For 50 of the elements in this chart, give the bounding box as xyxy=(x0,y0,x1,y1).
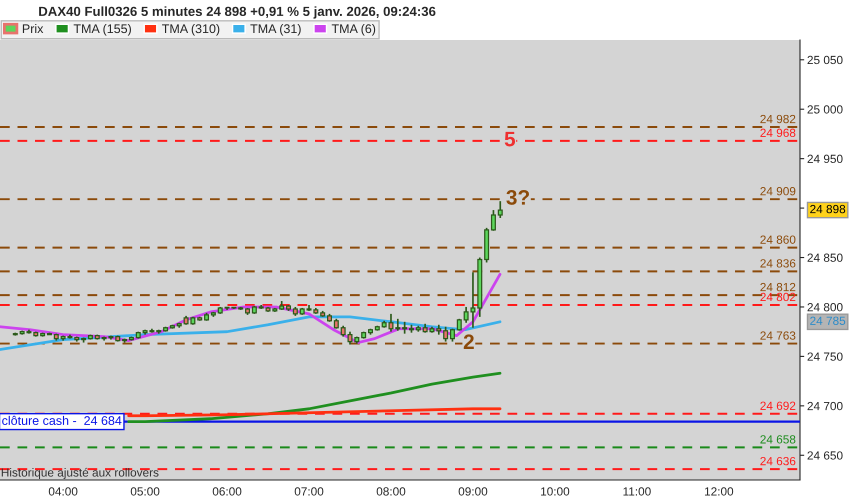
text: 24 898 xyxy=(810,204,846,214)
candlestick xyxy=(388,313,394,333)
legend-label: TMA (31) xyxy=(250,24,301,36)
ref-line-label: 24 836 xyxy=(760,259,796,268)
x-tick-label: 04:00 xyxy=(48,487,78,496)
y-tick-label: 25 000 xyxy=(808,105,843,114)
ref-line-label: 24 982 xyxy=(760,114,796,124)
candlestick xyxy=(450,328,455,342)
x-tick-label: 05:00 xyxy=(130,487,160,496)
y-tick-label: 24 700 xyxy=(808,402,843,410)
x-tick-label: 11:00 xyxy=(623,487,651,496)
y-tick-label: 24 950 xyxy=(808,154,843,164)
candlestick xyxy=(490,209,496,232)
candlestick xyxy=(498,200,503,219)
ref-line-label: 24 658 xyxy=(760,435,796,444)
ref-line-label: 24 812 xyxy=(760,282,796,292)
ref-line-label: 24 909 xyxy=(760,187,796,196)
ref-line-label: 24 802 xyxy=(760,292,796,302)
x-tick-label: 06:00 xyxy=(212,487,242,496)
line-series xyxy=(0,315,502,351)
x-tick-label: 09:00 xyxy=(458,487,488,496)
text: 24 785 xyxy=(810,316,846,325)
y-tick-label: 24 800 xyxy=(808,303,843,312)
ref-line-label: 24 692 xyxy=(760,402,796,410)
y-tick-label: 25 050 xyxy=(808,56,843,64)
legend-label: TMA (310) xyxy=(162,24,220,36)
annotation: Historique ajusté aux rollovers xyxy=(2,468,159,480)
x-tick-label: 10:00 xyxy=(541,487,570,496)
line-series xyxy=(127,407,502,418)
candlestick xyxy=(470,272,476,329)
y-tick-label: 24 850 xyxy=(808,254,843,262)
legend-label: TMA (155) xyxy=(74,24,131,36)
annotation: 3? xyxy=(506,190,529,205)
candlestick xyxy=(347,330,353,346)
annotation: 2 xyxy=(464,334,474,349)
chart-title: DAX40 Full0326 5 minutes 24 898 +0,91 % 5 janv. 2026, 09:24:36 xyxy=(39,6,436,19)
legend-label: TMA (6) xyxy=(332,24,376,36)
ref-line-label: 24 763 xyxy=(760,331,796,340)
ref-line-label: 24 860 xyxy=(760,235,796,244)
legend-label: Prix xyxy=(22,24,44,34)
x-tick-label: 07:00 xyxy=(294,487,324,496)
ref-line-label: 24 636 xyxy=(760,456,796,466)
x-tick-label: 12:00 xyxy=(704,487,734,496)
y-tick-label: 24 750 xyxy=(808,352,843,361)
ref-line-label: 24 968 xyxy=(760,128,796,138)
ref-line-label: clôture cash - 24 684 xyxy=(2,416,122,426)
x-tick-label: 08:00 xyxy=(376,487,406,496)
y-tick-label: 24 650 xyxy=(808,451,843,460)
line-series xyxy=(127,372,502,424)
annotation: 5 xyxy=(504,132,516,146)
